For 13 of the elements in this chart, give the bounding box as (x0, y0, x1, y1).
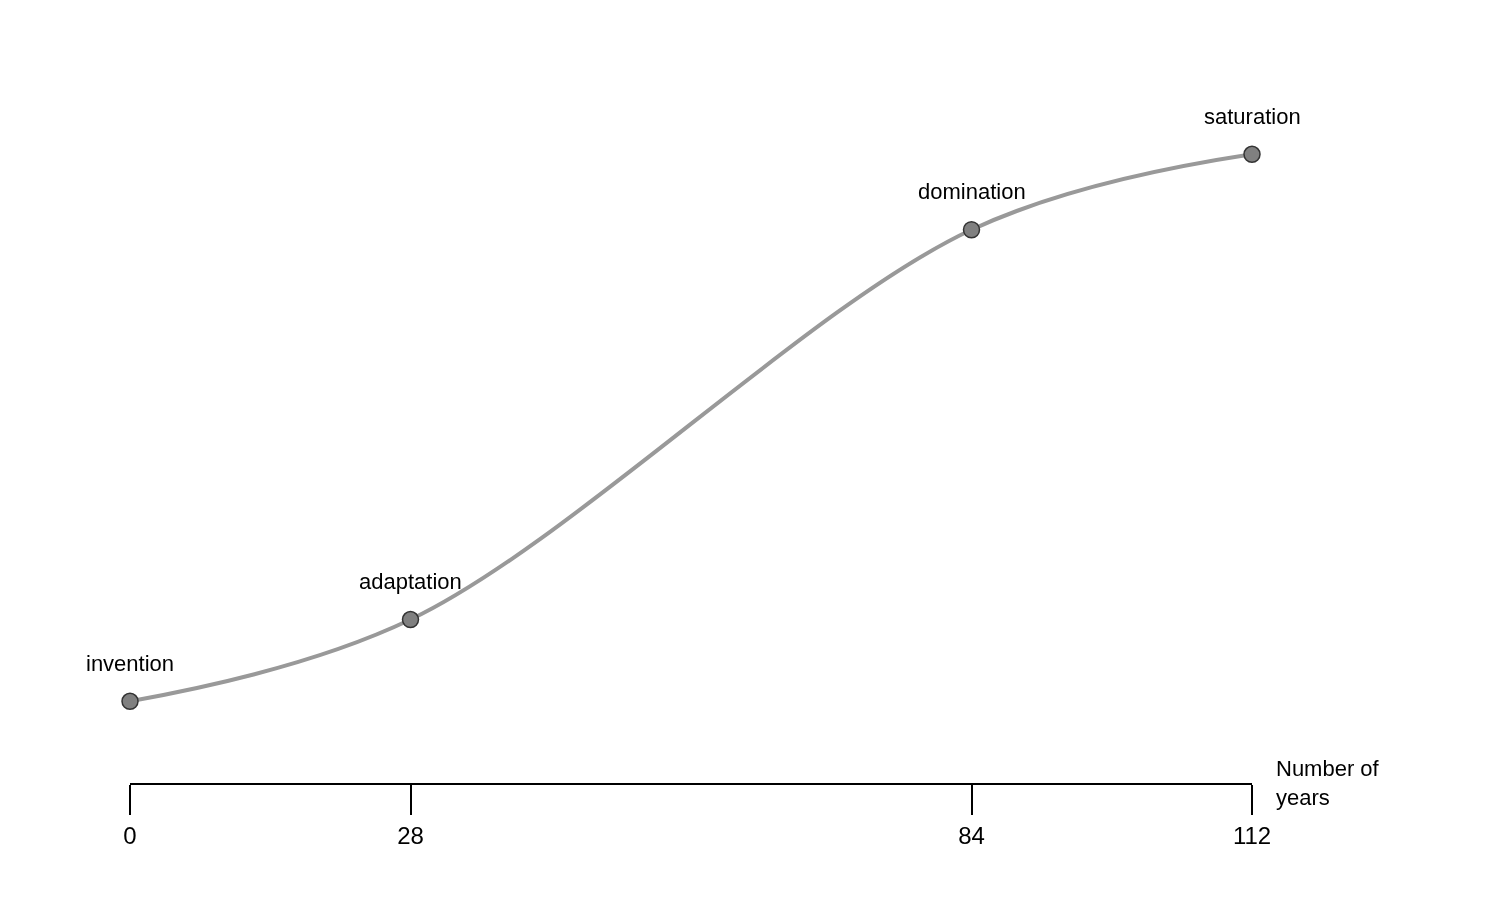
x-tick-label: 84 (958, 821, 985, 849)
point (1243, 145, 1261, 164)
x-tick-label: 28 (397, 821, 424, 849)
point (401, 610, 420, 629)
annotation: invention (86, 651, 175, 676)
point (962, 221, 981, 239)
x-tick-label: 112 (1232, 821, 1272, 849)
annotation: saturation (1204, 104, 1301, 129)
annotation: domination (918, 179, 1026, 204)
annotation: adaptation (359, 569, 462, 594)
x-tick-label: 0 (123, 821, 137, 849)
point (121, 692, 139, 711)
x-axis-title: Number of years (1276, 756, 1380, 810)
